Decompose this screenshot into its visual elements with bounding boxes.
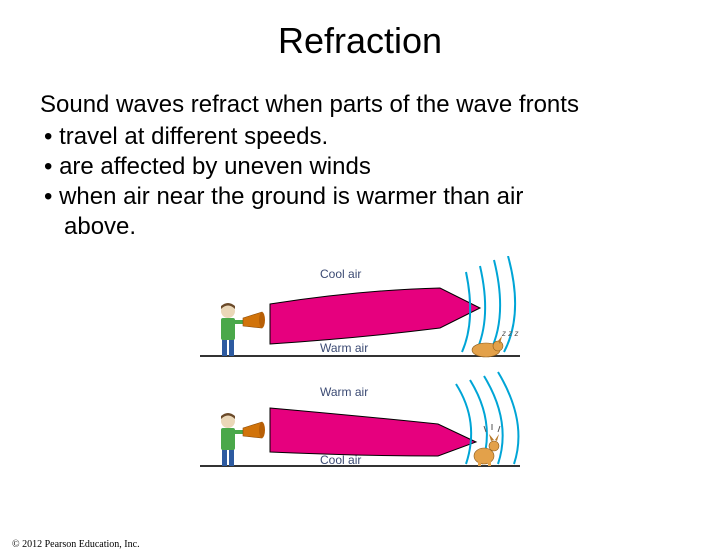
label-cool-air-bottom: Cool air bbox=[320, 453, 361, 467]
bullet-2: • are affected by uneven winds bbox=[40, 152, 680, 182]
bullet-3-continuation: above. bbox=[40, 212, 680, 242]
label-cool-air-top: Cool air bbox=[320, 267, 361, 281]
panel-top: Cool air Warm air z z z bbox=[200, 256, 520, 357]
label-warm-air-top: Warm air bbox=[320, 341, 368, 355]
sound-arrow-bottom bbox=[270, 408, 476, 456]
bullet-3: • when air near the ground is warmer tha… bbox=[40, 182, 680, 212]
refraction-diagram: Cool air Warm air z z z bbox=[180, 256, 540, 476]
bugle-person-top bbox=[221, 303, 265, 356]
body-text-block: Sound waves refract when parts of the wa… bbox=[40, 90, 680, 242]
label-warm-air-bottom: Warm air bbox=[320, 385, 368, 399]
sound-arrow-top bbox=[270, 288, 480, 344]
intro-line: Sound waves refract when parts of the wa… bbox=[40, 90, 680, 120]
bullet-1: • travel at different speeds. bbox=[40, 122, 680, 152]
copyright-notice: © 2012 Pearson Education, Inc. bbox=[12, 539, 140, 550]
page-title: Refraction bbox=[0, 20, 720, 62]
bugle-person-bottom bbox=[221, 413, 265, 466]
panel-bottom: Warm air Cool air bbox=[200, 372, 520, 467]
zzz-text: z z z bbox=[501, 329, 518, 338]
